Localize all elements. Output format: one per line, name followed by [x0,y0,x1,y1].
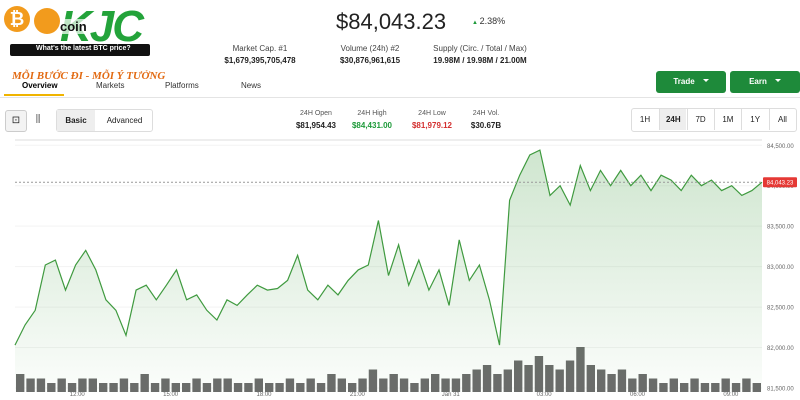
action-button[interactable]: Trade [656,71,726,93]
stat-value: $1,679,395,705,478 [224,56,296,65]
summary-value: $84,431.00 [351,121,393,130]
stat-label: Volume (24h) #2 [340,44,400,53]
stat-label: Supply (Circ. / Total / Max) [433,44,527,53]
summary-value: $81,979.12 [411,121,453,130]
summary-label: 24H Low [418,110,446,117]
price-change: ▲ 2.38% [472,16,506,26]
divider [0,97,800,98]
range-switch [631,108,797,132]
y-tick-label: 82,000.00 [767,346,794,352]
y-tick-label: 83,000.00 [767,265,794,271]
y-tick-label: 82,500.00 [767,306,794,312]
candle-mode-icon[interactable]: ⫼ [35,114,41,125]
mode-button[interactable]: Advanced [106,116,143,125]
tab[interactable]: Markets [96,81,125,90]
mode-button[interactable]: Basic [57,110,95,131]
stat-value: 19.98M / 19.98M / 21.00M [433,56,527,65]
btc-icon [34,8,60,34]
tagline: What's the latest BTC price? [36,45,131,52]
x-tick-label: Jan 31 [442,392,461,398]
range-button[interactable]: 7D [686,109,714,130]
summary-label: 24H Vol. [472,110,500,117]
summary-label: 24H Open [300,110,332,117]
x-tick-label: 06:00 [630,392,646,398]
x-tick-label: 21:00 [350,392,366,398]
summary-value: $81,954.43 [295,121,337,130]
x-tick-label: 09:00 [723,392,739,398]
tab[interactable]: Overview [22,81,58,90]
logo: ₿ KJC coin What's the latest BTC price? … [0,0,165,82]
slogan: MỖI BƯỚC ĐI - MỖI Ý TƯỞNG [12,70,166,82]
last-price-label: 84,043.23 [767,181,794,187]
stat-value: $30,876,961,615 [339,56,401,65]
tab[interactable]: News [241,81,262,90]
y-tick-label: 84,500.00 [767,144,794,150]
price-chart: 84,500.0084,000.0083,500.0083,000.0082,5… [14,139,797,398]
range-button[interactable]: All [768,109,796,130]
price-line [14,149,763,346]
price-area [15,150,762,392]
y-tick-label: 81,500.00 [767,386,794,392]
x-tick-label: 15:00 [163,392,179,398]
x-tick-label: 18:00 [256,392,272,398]
summary-label: 24H High [357,110,387,117]
range-button[interactable]: 24H [659,109,687,130]
x-tick-label: 12:00 [70,392,86,398]
action-button[interactable]: Earn [730,71,800,93]
tagline-bg [10,44,150,56]
tab-underline [4,94,64,96]
summary-value: $30.67B [470,121,502,130]
tab[interactable]: Platforms [165,81,199,90]
x-tick-label: 03:00 [537,392,553,398]
btc-icon: ₿ [4,6,30,32]
line-mode-icon[interactable]: ⊡ [5,110,27,132]
stat-label: Market Cap. #1 [232,44,288,53]
last-price-box [763,177,797,188]
price: $84,043.23 [336,9,447,34]
brand-sub: coin [60,19,87,34]
mode-switch: Basic Advanced [56,109,153,132]
range-button[interactable]: 1Y [741,109,768,130]
range-button[interactable]: 1H [639,115,651,124]
y-tick-label: 83,500.00 [767,225,794,231]
range-button[interactable]: 1M [713,109,741,130]
change-value: 2.38% [479,16,506,26]
